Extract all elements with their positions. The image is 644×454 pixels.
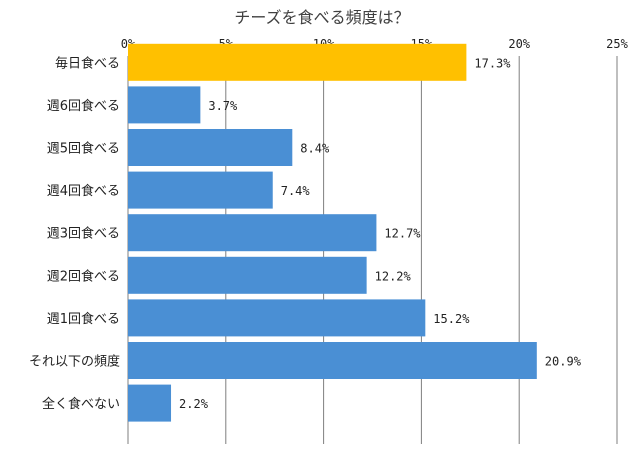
data-label: 12.7% — [384, 227, 421, 241]
data-label: 7.4% — [281, 184, 311, 198]
data-label: 2.2% — [179, 397, 209, 411]
category-label: 全く食べない — [42, 396, 120, 412]
data-label: 3.7% — [208, 99, 238, 113]
data-label: 20.9% — [545, 355, 582, 369]
x-tick-label: 20% — [508, 37, 530, 51]
bar — [128, 342, 537, 379]
data-label: 17.3% — [474, 56, 511, 70]
bar — [128, 256, 367, 294]
category-label: それ以下の頻度 — [29, 354, 120, 370]
category-label: 週6回食べる — [47, 98, 120, 114]
bar — [128, 86, 201, 124]
data-label: 8.4% — [300, 142, 330, 156]
bar — [128, 129, 293, 166]
category-label: 週4回食べる — [47, 183, 120, 199]
x-tick-label: 25% — [606, 37, 628, 51]
bar — [128, 171, 273, 209]
category-label: 週5回食べる — [47, 141, 120, 157]
bar — [128, 43, 467, 81]
category-label: 毎日食べる — [55, 55, 120, 71]
category-label: 週3回食べる — [47, 226, 120, 242]
bar — [128, 214, 377, 252]
data-label: 15.2% — [433, 312, 470, 326]
category-label: 週1回食べる — [47, 311, 120, 327]
bar — [128, 299, 426, 337]
bar — [128, 384, 172, 422]
data-label: 12.2% — [375, 269, 412, 283]
chart-title: チーズを食べる頻度は？ — [234, 8, 410, 27]
category-label: 週2回食べる — [47, 268, 120, 284]
